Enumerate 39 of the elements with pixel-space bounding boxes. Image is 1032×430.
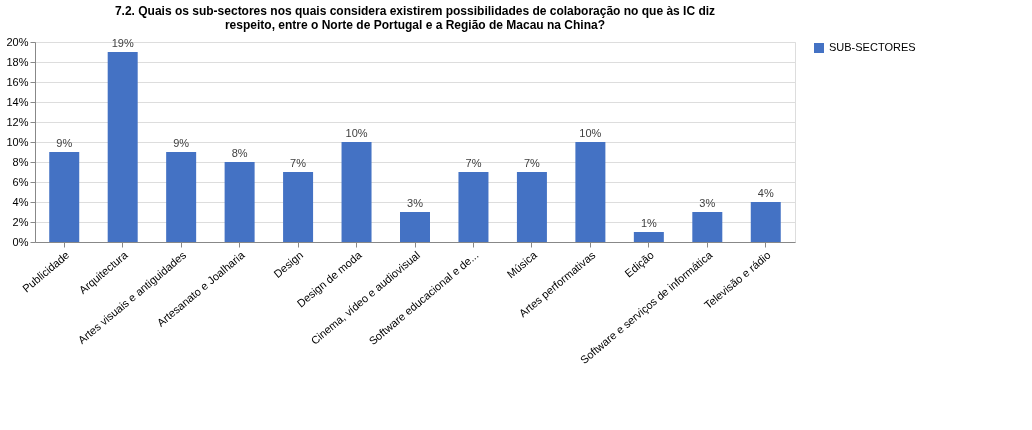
y-tick-label: 16% (6, 75, 29, 88)
data-label: 8% (231, 147, 248, 159)
y-tick-label: 8% (12, 155, 29, 168)
bar (107, 52, 138, 242)
data-label: 3% (699, 197, 716, 209)
data-label: 10% (579, 127, 602, 139)
data-label: 7% (290, 157, 307, 169)
bar (224, 162, 255, 242)
bar (400, 212, 430, 242)
y-tick-label: 20% (6, 35, 29, 48)
data-label: 9% (173, 137, 190, 149)
y-tick-label: 2% (12, 215, 29, 228)
data-label: 7% (523, 157, 541, 169)
y-tick-label: 12% (6, 115, 29, 128)
y-tick-label: 0% (12, 235, 29, 248)
bar (49, 152, 80, 242)
data-label: 1% (640, 217, 658, 229)
bar (633, 232, 664, 242)
bar (516, 172, 547, 242)
bar (575, 142, 606, 242)
bar (750, 202, 781, 242)
bar (166, 152, 197, 242)
bar (692, 212, 723, 242)
data-label: 7% (465, 157, 482, 169)
data-label: 19% (111, 37, 134, 49)
bar (341, 142, 372, 242)
data-label: 10% (345, 127, 368, 139)
y-tick-label: 6% (12, 175, 29, 188)
y-tick-label: 4% (12, 195, 29, 208)
y-tick-label: 18% (6, 55, 29, 68)
data-label: 3% (407, 197, 424, 209)
chart-title: 7.2. Quais os sub-sectores nos quais considera existirem possibilidades de colaboração no que às IC diz respeito, entre o Norte de Portugal e a Região de Macau na China? (114, 4, 716, 32)
legend-label: SUB-SECTORES (829, 41, 916, 53)
y-tick-label: 10% (6, 135, 29, 148)
data-label: 4% (757, 187, 774, 199)
y-tick-label: 14% (6, 95, 29, 108)
bar (458, 172, 489, 242)
bar (283, 172, 314, 242)
data-label: 9% (56, 137, 73, 149)
